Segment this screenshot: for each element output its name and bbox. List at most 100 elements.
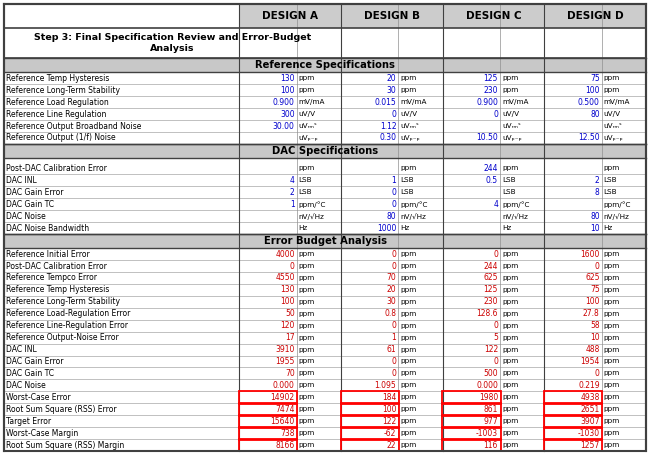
Text: 100: 100 <box>382 405 396 414</box>
Text: 122: 122 <box>382 417 396 426</box>
Text: Reference Tempco Error: Reference Tempco Error <box>6 273 97 283</box>
Text: ppm: ppm <box>604 334 620 341</box>
Text: DAC Gain TC: DAC Gain TC <box>6 369 54 378</box>
Text: ppm: ppm <box>604 370 620 376</box>
Bar <box>4 210 646 222</box>
Text: DAC Gain TC: DAC Gain TC <box>6 200 54 209</box>
Text: 0: 0 <box>391 321 396 330</box>
Text: 120: 120 <box>280 321 294 330</box>
Bar <box>4 248 646 260</box>
Text: ppm: ppm <box>400 359 417 364</box>
Text: ppm: ppm <box>400 275 417 281</box>
Text: ppm: ppm <box>502 275 518 281</box>
Text: LSB: LSB <box>604 189 618 195</box>
Text: 70: 70 <box>285 369 294 378</box>
Text: Worst-Case Error: Worst-Case Error <box>6 393 71 402</box>
Text: ppm: ppm <box>502 442 518 448</box>
Text: ppm: ppm <box>604 394 620 400</box>
Text: uVₚ₋ₚ: uVₚ₋ₚ <box>502 135 522 141</box>
Text: 80: 80 <box>590 110 600 119</box>
Text: 10.50: 10.50 <box>476 133 498 142</box>
Text: 4: 4 <box>493 200 498 209</box>
Text: ppm: ppm <box>400 406 417 412</box>
Text: Reference Output (1/f) Noise: Reference Output (1/f) Noise <box>6 133 116 142</box>
Text: Root Sum Square (RSS) Error: Root Sum Square (RSS) Error <box>6 405 116 414</box>
Text: ppm: ppm <box>299 251 315 257</box>
Text: 100: 100 <box>585 297 600 306</box>
Bar <box>4 4 239 28</box>
Text: LSB: LSB <box>400 177 414 183</box>
Text: 0: 0 <box>391 357 396 366</box>
Text: Worst-Case Margin: Worst-Case Margin <box>6 429 78 438</box>
Text: 75: 75 <box>590 74 600 83</box>
Bar <box>4 162 646 174</box>
Text: DAC Gain Error: DAC Gain Error <box>6 188 64 197</box>
Text: 80: 80 <box>590 212 600 221</box>
Text: DAC Specifications: DAC Specifications <box>272 146 378 156</box>
Text: 0: 0 <box>290 262 294 271</box>
Bar <box>443 4 544 28</box>
Bar <box>442 439 501 451</box>
Text: ppm: ppm <box>400 251 417 257</box>
Text: LSB: LSB <box>299 177 313 183</box>
Text: ppm: ppm <box>604 87 620 93</box>
Text: 1954: 1954 <box>580 357 600 366</box>
Text: ppm: ppm <box>299 442 315 448</box>
Text: uVᵣₘˢ: uVᵣₘˢ <box>502 123 521 129</box>
Text: ppm: ppm <box>299 323 315 329</box>
Text: 977: 977 <box>484 417 498 426</box>
Text: ppm: ppm <box>299 334 315 341</box>
Text: ppm: ppm <box>604 418 620 424</box>
Text: 0.5: 0.5 <box>486 176 498 185</box>
Bar <box>4 132 646 144</box>
Bar <box>544 427 602 440</box>
Text: 122: 122 <box>484 345 498 354</box>
Text: 58: 58 <box>590 321 600 330</box>
Text: ppm: ppm <box>604 406 620 412</box>
Text: ppm: ppm <box>604 382 620 389</box>
Bar <box>239 391 297 404</box>
Bar <box>4 198 646 210</box>
Text: ppm: ppm <box>299 165 315 172</box>
Bar <box>4 344 646 355</box>
Bar <box>544 415 602 428</box>
Text: 0: 0 <box>493 357 498 366</box>
Text: -1003: -1003 <box>476 429 498 438</box>
Text: ppm: ppm <box>502 370 518 376</box>
Text: ppm: ppm <box>299 430 315 436</box>
Text: ppm: ppm <box>502 299 518 305</box>
Text: ppm: ppm <box>299 263 315 269</box>
Bar <box>4 439 646 451</box>
Text: ppm: ppm <box>502 430 518 436</box>
Text: DESIGN D: DESIGN D <box>567 11 623 21</box>
Text: 75: 75 <box>590 285 600 294</box>
Text: 4000: 4000 <box>275 250 294 258</box>
Text: ppm: ppm <box>299 87 315 93</box>
Bar <box>4 284 646 296</box>
Bar <box>4 234 646 248</box>
Text: Reference Output Broadband Noise: Reference Output Broadband Noise <box>6 121 142 131</box>
Text: uV/V: uV/V <box>299 111 316 117</box>
Bar <box>341 415 399 428</box>
Text: mV/mA: mV/mA <box>400 99 427 105</box>
Text: ppm: ppm <box>502 311 518 317</box>
Text: ppm: ppm <box>400 347 417 353</box>
Text: 30: 30 <box>387 86 396 95</box>
Text: 0: 0 <box>493 321 498 330</box>
Text: LSB: LSB <box>502 189 515 195</box>
Bar <box>4 58 646 72</box>
Text: nV/√Hz: nV/√Hz <box>502 212 528 219</box>
Text: 70: 70 <box>387 273 396 283</box>
Text: Step 3: Final Specification Review and Error-Budget
Analysis: Step 3: Final Specification Review and E… <box>34 33 311 53</box>
Bar <box>4 108 646 120</box>
Text: 861: 861 <box>484 405 498 414</box>
Text: uV/V: uV/V <box>400 111 417 117</box>
Text: ppm: ppm <box>604 323 620 329</box>
Text: 1000: 1000 <box>377 223 396 233</box>
Text: 7474: 7474 <box>275 405 294 414</box>
Text: LSB: LSB <box>502 177 515 183</box>
Text: mV/mA: mV/mA <box>502 99 528 105</box>
Text: ppm: ppm <box>299 275 315 281</box>
Text: 4938: 4938 <box>580 393 600 402</box>
Text: 0: 0 <box>391 188 396 197</box>
